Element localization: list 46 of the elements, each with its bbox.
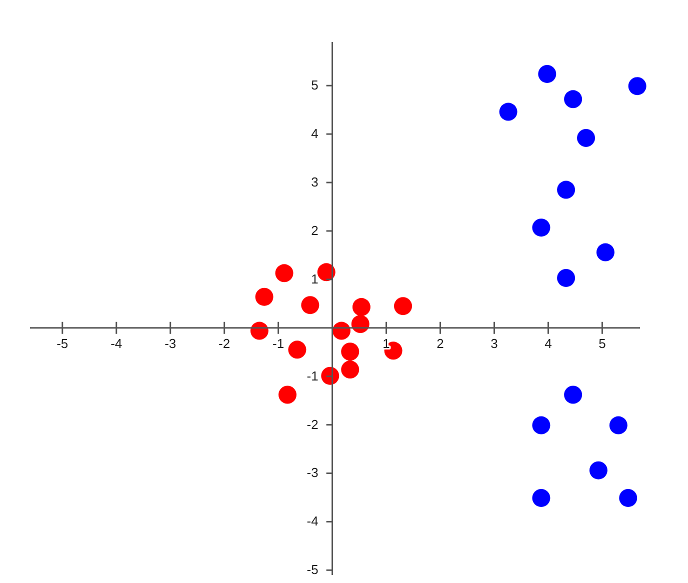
point <box>577 128 596 147</box>
point <box>532 488 550 507</box>
point <box>619 488 638 507</box>
point <box>301 296 320 314</box>
x-tick-label: 2 <box>436 336 444 351</box>
point <box>564 90 582 108</box>
point <box>341 360 360 379</box>
y-tick-label: -4 <box>306 514 318 529</box>
point <box>532 416 550 434</box>
point <box>628 77 646 96</box>
x-tick-label: -2 <box>218 336 230 351</box>
point <box>557 180 576 199</box>
y-tick-label: 2 <box>311 222 318 238</box>
y-tick-label: -1 <box>306 368 318 384</box>
point <box>394 297 412 316</box>
point <box>538 64 556 83</box>
y-tick-label: -2 <box>306 416 318 432</box>
point <box>255 288 274 306</box>
x-tick-label: 5 <box>598 336 606 351</box>
point <box>352 298 370 316</box>
y-tick-label: 5 <box>311 78 318 93</box>
x-tick-label: -4 <box>110 336 122 351</box>
point <box>288 340 306 359</box>
point <box>250 322 268 340</box>
x-tick-label: -5 <box>56 336 68 351</box>
point <box>557 268 576 287</box>
x-tick-label: 4 <box>544 336 552 351</box>
point <box>341 342 360 361</box>
y-tick-label: 4 <box>311 126 318 142</box>
point <box>317 263 336 282</box>
point <box>532 218 550 237</box>
x-tick-label: 3 <box>490 336 498 351</box>
x-tick-label: -3 <box>164 336 176 351</box>
y-tick-label: 1 <box>311 271 318 286</box>
point <box>321 366 340 385</box>
point <box>589 461 608 480</box>
point <box>499 102 518 121</box>
x-tick-label: -1 <box>272 336 284 351</box>
point <box>596 243 614 262</box>
point <box>609 416 628 434</box>
y-tick-label: 3 <box>311 174 318 190</box>
point <box>275 264 294 282</box>
y-tick-label: -5 <box>306 562 318 578</box>
y-tick-label: -3 <box>306 465 318 480</box>
point <box>278 386 296 404</box>
point <box>564 386 582 404</box>
